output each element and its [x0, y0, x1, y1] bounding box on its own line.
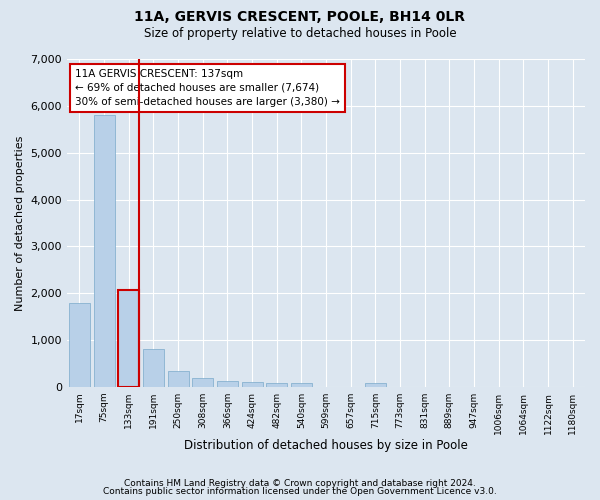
Text: Contains HM Land Registry data © Crown copyright and database right 2024.: Contains HM Land Registry data © Crown c…	[124, 478, 476, 488]
Bar	[118, 290, 139, 387]
Bar	[94, 115, 115, 387]
Bar	[291, 384, 312, 387]
Text: Size of property relative to detached houses in Poole: Size of property relative to detached ho…	[143, 28, 457, 40]
Bar	[242, 382, 263, 387]
Bar	[143, 350, 164, 387]
Bar	[69, 302, 90, 387]
Text: 11A GERVIS CRESCENT: 137sqm
← 69% of detached houses are smaller (7,674)
30% of : 11A GERVIS CRESCENT: 137sqm ← 69% of det…	[75, 69, 340, 107]
Bar	[217, 382, 238, 387]
Text: Contains public sector information licensed under the Open Government Licence v3: Contains public sector information licen…	[103, 487, 497, 496]
Text: 11A, GERVIS CRESCENT, POOLE, BH14 0LR: 11A, GERVIS CRESCENT, POOLE, BH14 0LR	[134, 10, 466, 24]
Y-axis label: Number of detached properties: Number of detached properties	[15, 136, 25, 310]
Bar	[365, 382, 386, 387]
Bar	[192, 378, 213, 387]
Bar	[266, 382, 287, 387]
Bar	[167, 371, 188, 387]
X-axis label: Distribution of detached houses by size in Poole: Distribution of detached houses by size …	[184, 440, 468, 452]
